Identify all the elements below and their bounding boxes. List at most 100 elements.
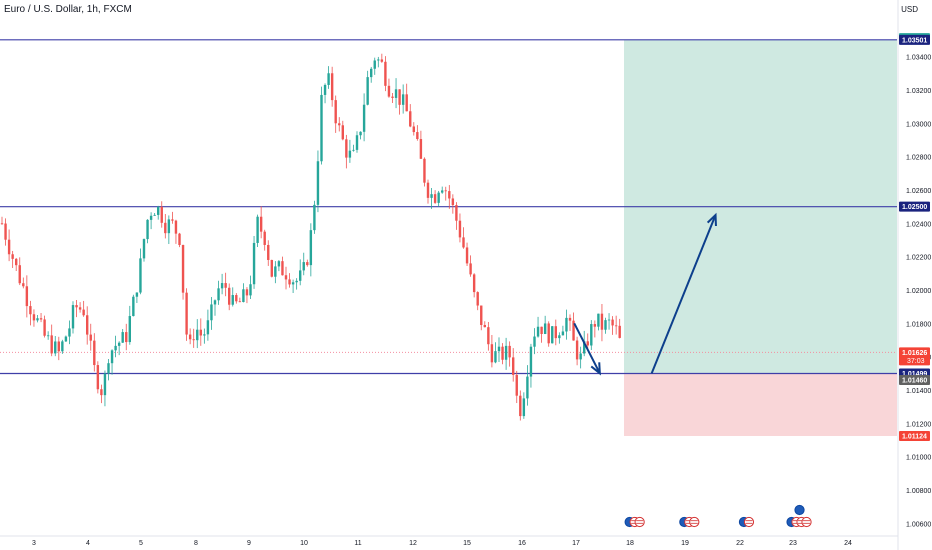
countdown-label: 37:03 xyxy=(907,358,925,365)
candle-body xyxy=(618,325,621,338)
time-tick-label: 8 xyxy=(194,540,198,547)
candle-body xyxy=(448,191,451,199)
economic-event-flag-icon[interactable] xyxy=(743,516,755,528)
candle-body xyxy=(295,280,298,283)
time-tick-label: 17 xyxy=(572,540,580,547)
price-tick-label: 1.01800 xyxy=(906,321,931,328)
candle-body xyxy=(249,284,252,296)
candle-body xyxy=(160,206,163,223)
candle-body xyxy=(199,329,202,336)
economic-event-flag-icon[interactable] xyxy=(689,516,700,528)
candle-body xyxy=(412,126,415,133)
candle-body xyxy=(135,292,139,297)
candle-body xyxy=(313,204,316,231)
loss-zone[interactable] xyxy=(624,373,897,437)
candle-body xyxy=(355,135,359,150)
candle-body xyxy=(192,339,195,341)
candle-body xyxy=(224,283,227,288)
economic-event-flag-icon[interactable] xyxy=(801,516,812,528)
time-tick-label: 16 xyxy=(518,540,526,547)
candle-body xyxy=(68,328,71,337)
candle-body xyxy=(497,346,501,352)
candle-body xyxy=(291,282,295,285)
price-tick-label: 1.01400 xyxy=(906,388,931,395)
candle-body xyxy=(334,100,337,124)
candle-body xyxy=(540,326,543,334)
candle-body xyxy=(409,111,412,127)
candle-body xyxy=(604,320,607,330)
candle-body xyxy=(359,131,362,136)
time-tick-label: 22 xyxy=(736,540,744,547)
price-axis-label-text: 1.01626 xyxy=(902,350,927,357)
candle-body xyxy=(600,313,604,330)
chart-title: Euro / U.S. Dollar, 1h, FXCM xyxy=(4,4,132,15)
candle-body xyxy=(281,261,284,276)
time-tick-label: 12 xyxy=(409,540,417,547)
candle-body xyxy=(128,316,131,343)
candle-body xyxy=(490,344,494,363)
time-tick-label: 23 xyxy=(789,540,797,547)
price-tick-label: 1.00600 xyxy=(906,521,931,528)
price-tick-label: 1.03000 xyxy=(906,121,931,128)
candle-body xyxy=(370,68,373,78)
candle-body xyxy=(323,84,327,95)
candle-body xyxy=(501,346,504,360)
candle-body xyxy=(338,123,341,126)
time-tick-label: 11 xyxy=(354,540,361,547)
candle-body xyxy=(377,59,380,61)
candle-body xyxy=(387,85,391,97)
candle-body xyxy=(164,222,167,234)
candle-body xyxy=(22,283,25,287)
candle-body xyxy=(11,254,14,259)
candle-body xyxy=(245,289,249,296)
candle-body xyxy=(590,324,593,346)
candle-body xyxy=(426,182,430,198)
candle-body xyxy=(132,296,135,317)
candle-body xyxy=(306,262,309,266)
candle-body xyxy=(465,247,469,264)
candle-body xyxy=(547,323,550,344)
candle-body xyxy=(0,223,4,225)
candle-body xyxy=(139,258,142,293)
candle-body xyxy=(341,125,344,140)
candle-body xyxy=(284,275,288,280)
price-tick-label: 1.03200 xyxy=(906,88,931,95)
economic-event-flag-icon[interactable] xyxy=(794,504,805,516)
candle-body xyxy=(75,305,78,308)
candle-body xyxy=(508,345,511,358)
candle-body xyxy=(36,318,39,321)
candle-body xyxy=(15,258,18,266)
candle-body xyxy=(231,295,234,305)
candle-body xyxy=(345,139,348,158)
candle-body xyxy=(512,357,515,375)
candle-body xyxy=(252,242,256,285)
time-tick-label: 24 xyxy=(844,540,852,547)
candle-body xyxy=(86,315,89,335)
candle-body xyxy=(543,323,547,334)
candle-body xyxy=(149,215,153,220)
candle-body xyxy=(277,261,281,267)
candle-body xyxy=(391,96,394,98)
candle-body xyxy=(472,274,476,293)
candle-body xyxy=(352,149,355,151)
candle-body xyxy=(54,341,57,354)
candle-body xyxy=(299,270,302,281)
candle-body xyxy=(607,319,611,321)
candle-body xyxy=(78,307,82,310)
time-tick-label: 4 xyxy=(86,540,90,547)
candle-body xyxy=(203,334,206,336)
candle-body xyxy=(398,89,401,105)
candle-body xyxy=(117,342,121,346)
candle-body xyxy=(316,161,320,205)
candle-body xyxy=(142,239,146,259)
candle-body xyxy=(206,320,210,335)
projection-arrow-down[interactable] xyxy=(573,322,601,374)
candle-body xyxy=(419,139,423,159)
projection-arrow-up[interactable] xyxy=(650,214,717,374)
price-axis-label xyxy=(899,431,930,441)
candle-body xyxy=(561,331,565,336)
candle-body xyxy=(7,239,11,255)
candle-body xyxy=(82,309,85,316)
economic-event-flag-icon[interactable] xyxy=(634,516,645,528)
